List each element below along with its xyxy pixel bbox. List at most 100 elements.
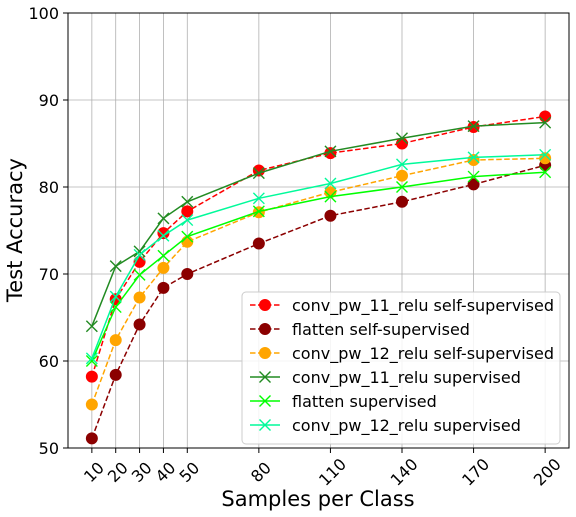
data-point (181, 214, 194, 227)
legend-marker (259, 419, 271, 431)
legend-label: flatten self-supervised (292, 320, 470, 339)
data-point (157, 281, 170, 294)
x-tick-label: 200 (530, 455, 565, 490)
data-point (85, 352, 98, 365)
legend-entry: conv_pw_12_relu self-supervised (250, 344, 554, 364)
data-point (181, 235, 194, 248)
data-point (252, 205, 265, 218)
legend: conv_pw_11_relu self-supervised flatten s… (241, 291, 561, 445)
data-point (539, 110, 552, 123)
series-3 (85, 116, 552, 333)
series-line (91, 164, 546, 439)
legend-marker (259, 371, 271, 383)
series-layer (85, 110, 552, 445)
legend-marker (259, 395, 271, 407)
plot-frame (67, 12, 570, 449)
data-point (252, 192, 265, 205)
data-point (181, 195, 194, 208)
data-point (467, 178, 480, 191)
data-point (324, 177, 337, 190)
data-point (85, 355, 98, 367)
series-line (91, 171, 546, 362)
series-5 (85, 148, 552, 365)
data-point (396, 158, 408, 171)
data-point (85, 320, 98, 333)
data-point (109, 334, 122, 347)
data-point (539, 166, 552, 179)
data-point (252, 237, 265, 250)
legend-label: flatten supervised (292, 392, 437, 411)
data-point (252, 167, 265, 180)
legend-label: conv_pw_11_relu supervised (292, 368, 521, 388)
legend-entry: flatten supervised (250, 392, 437, 411)
data-point (133, 318, 146, 331)
x-tick-label: 170 (458, 455, 493, 490)
data-point (324, 190, 337, 203)
legend-entry: flatten self-supervised (250, 320, 470, 339)
data-point (539, 148, 552, 161)
data-point (85, 370, 98, 383)
x-axis-label: Samples per Class (221, 487, 414, 511)
x-tick-label: 140 (387, 455, 422, 490)
data-point (85, 398, 98, 411)
series-line (91, 154, 546, 359)
legend-entry: conv_pw_12_relu supervised (250, 416, 521, 436)
data-point (109, 260, 122, 273)
data-point (109, 290, 122, 303)
data-point (324, 209, 337, 222)
legend-entry: conv_pw_11_relu supervised (250, 368, 521, 388)
legend-entry: conv_pw_11_relu self-supervised (250, 296, 554, 316)
data-point (157, 212, 170, 225)
legend-label: conv_pw_12_relu supervised (292, 416, 521, 436)
data-point (109, 301, 122, 314)
y-tick-label: 100 (28, 4, 59, 23)
data-point (133, 268, 146, 281)
x-tick-label: 80 (247, 458, 275, 486)
y-tick-label: 50 (39, 439, 59, 458)
data-point (133, 248, 146, 261)
y-axis: 50 60 70 80 90 100 (28, 4, 68, 458)
data-point (324, 145, 337, 158)
series-line (91, 121, 546, 327)
data-point (539, 116, 552, 129)
y-tick-label: 70 (39, 265, 59, 284)
data-point (109, 368, 122, 381)
data-point (324, 186, 337, 199)
data-point (157, 229, 170, 242)
data-point (252, 164, 265, 177)
y-tick-label: 60 (39, 352, 59, 371)
data-point (157, 249, 170, 262)
data-point (467, 154, 480, 167)
data-point (467, 170, 480, 183)
data-point (396, 132, 408, 145)
series-line (91, 115, 546, 377)
data-point (396, 181, 408, 193)
y-tick-label: 80 (39, 178, 59, 197)
data-point (181, 230, 194, 243)
legend-marker (259, 299, 271, 311)
legend-marker (259, 323, 271, 335)
data-point (133, 245, 146, 258)
data-point (181, 205, 194, 218)
series-line (91, 157, 546, 405)
data-point (396, 195, 408, 208)
x-tick-label: 50 (175, 458, 203, 486)
data-point (467, 151, 480, 164)
legend-label: conv_pw_12_relu self-supervised (292, 344, 554, 364)
legend-marker (259, 347, 271, 359)
series-4 (85, 166, 552, 367)
data-point (157, 261, 170, 274)
x-tick-label: 110 (315, 455, 350, 490)
data-point (467, 120, 480, 133)
series-1 (85, 159, 552, 445)
data-point (133, 291, 146, 304)
data-point (157, 227, 170, 240)
legend-box (241, 291, 561, 445)
legend-label: conv_pw_11_relu self-supervised (292, 296, 554, 316)
y-axis-label: Test Accuracy (3, 158, 27, 303)
data-point (396, 169, 408, 182)
y-tick-label: 90 (39, 91, 59, 110)
data-point (181, 268, 194, 280)
